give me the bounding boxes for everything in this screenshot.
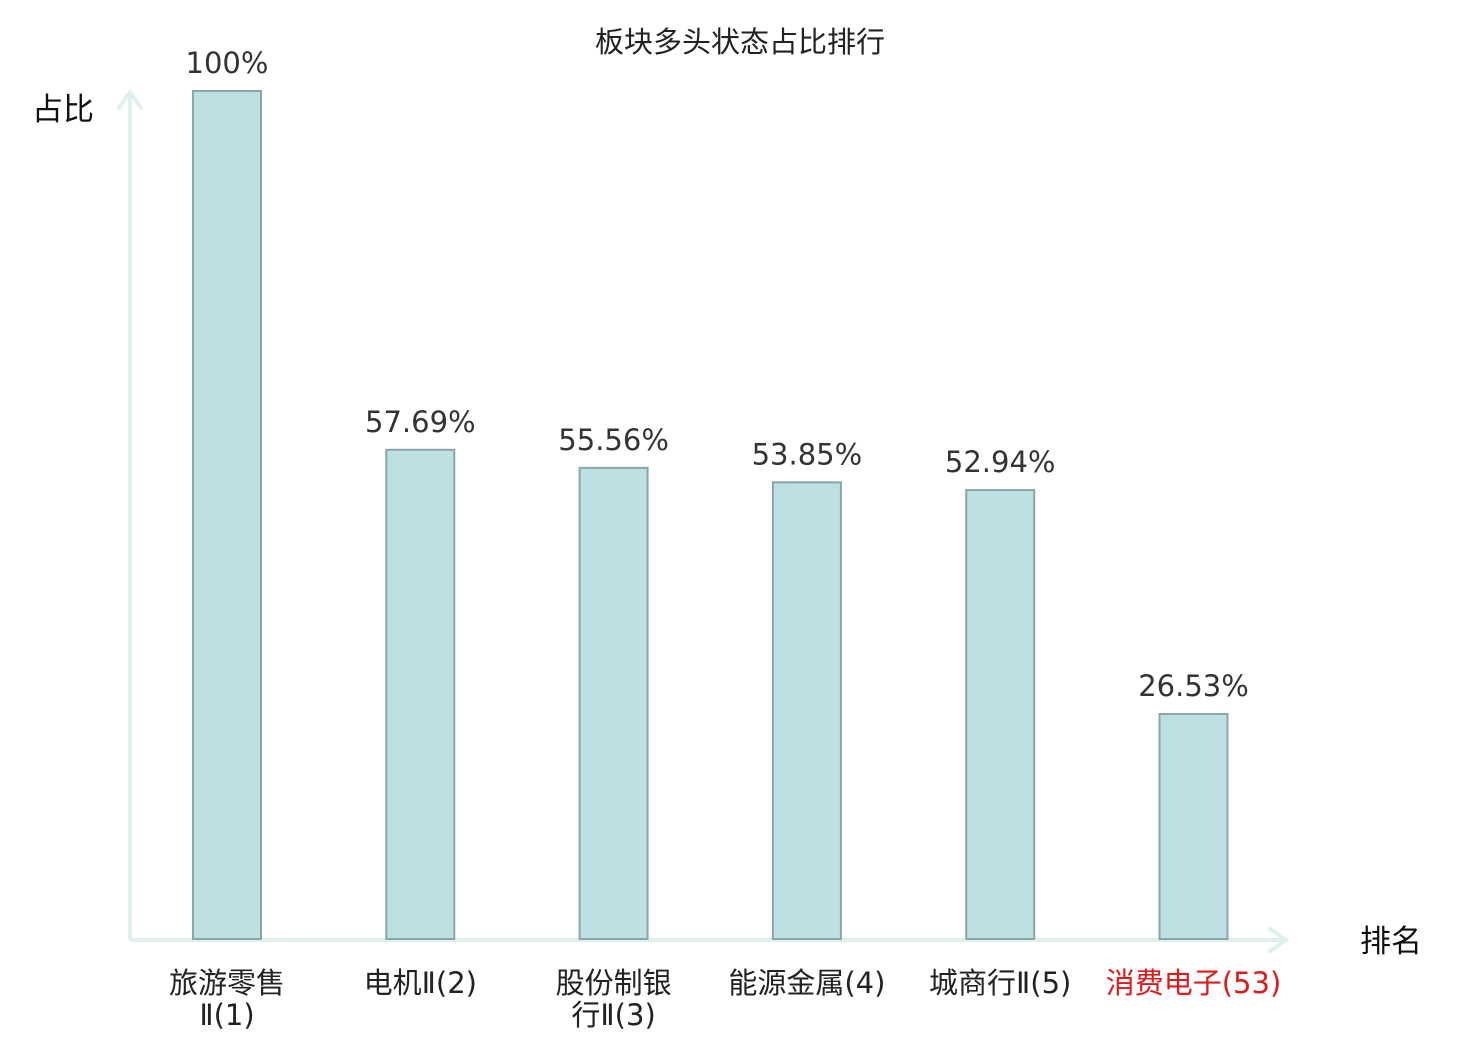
category-label-6: 消费电子(53) xyxy=(1106,966,1282,1000)
value-labels: 100% 57.69% 55.56% 53.85% 52.94% 26.53% xyxy=(186,46,1249,703)
value-label-4: 53.85% xyxy=(752,437,863,471)
bar-6 xyxy=(1158,713,1229,940)
value-label-5: 52.94% xyxy=(945,445,1056,479)
chart-title: 板块多头状态占比排行 xyxy=(595,25,885,59)
x-axis-label: 排名 xyxy=(1360,924,1422,960)
category-label-3: 股份制银行Ⅱ(3) xyxy=(556,966,672,1032)
y-axis-arrow xyxy=(117,88,143,110)
bar-4 xyxy=(771,481,842,940)
bar-2 xyxy=(385,448,456,940)
category-label-5: 城商行Ⅱ(5) xyxy=(929,966,1071,1000)
bar-series xyxy=(192,90,1229,940)
category-labels: 旅游零售 Ⅱ(1) 电机Ⅱ(2) 股份制银行Ⅱ(3) 能源金属(4) 城商行Ⅱ(5) 消费电… xyxy=(169,966,1281,1032)
value-label-6: 26.53% xyxy=(1138,669,1249,703)
value-label-1: 100% xyxy=(186,46,269,80)
value-label-2: 57.69% xyxy=(365,405,476,439)
bar-5 xyxy=(965,489,1036,940)
bar-3 xyxy=(578,466,649,940)
category-label-1: 旅游零售 Ⅱ(1) xyxy=(169,966,285,1032)
x-axis-arrow xyxy=(1268,927,1290,953)
y-axis-label: 占比 xyxy=(32,92,94,128)
value-label-3: 55.56% xyxy=(558,423,669,457)
category-label-2: 电机Ⅱ(2) xyxy=(364,966,477,1000)
category-label-4: 能源金属(4) xyxy=(728,966,885,1000)
bar-1 xyxy=(192,90,262,940)
